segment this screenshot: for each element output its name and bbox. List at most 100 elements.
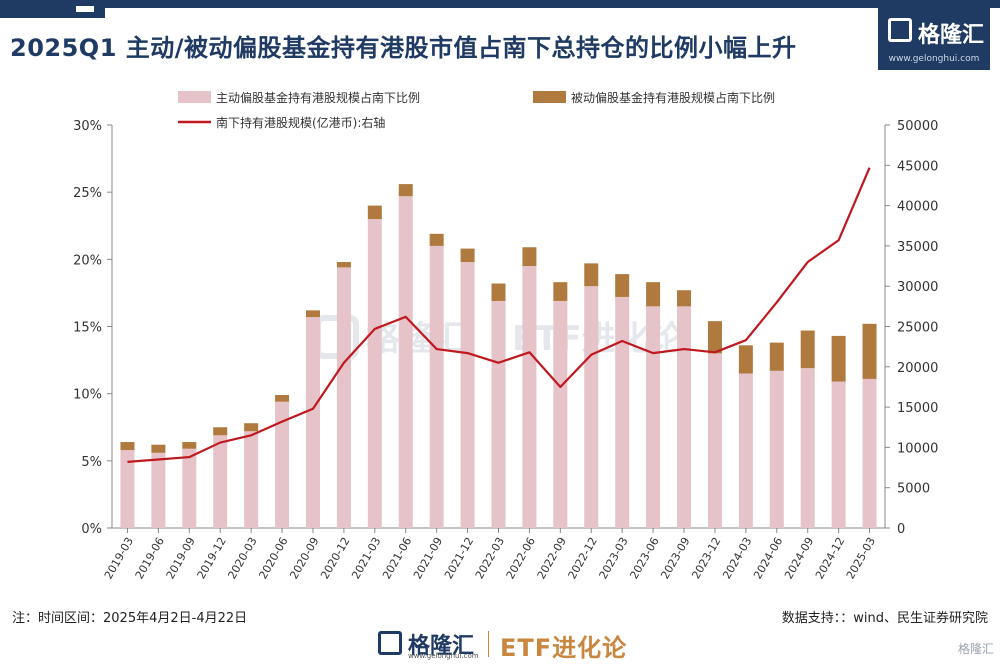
y-right-tick-label: 50000 [897,119,938,134]
bar-active [336,267,351,528]
y-right-tick-label: 40000 [897,200,938,215]
bar-passive [336,262,351,268]
x-tick-label: 2023-09 [658,535,692,581]
brand-g-icon [888,18,912,42]
legend-label-passive: 被动偏股基金持有港股规模占南下比例 [571,90,775,105]
x-tick-label: 2020-06 [256,535,290,581]
bottom-etf-text: ETF进化论 [500,634,628,662]
bar-passive [398,184,413,197]
bar-active [491,300,506,528]
bar-active [367,219,382,529]
bar-passive [738,345,753,374]
x-tick-label: 2021-03 [349,535,383,581]
x-tick-label: 2023-12 [689,535,723,581]
bar-passive [120,442,135,451]
bar-passive [522,247,537,267]
y-left-tick-label: 5% [81,455,102,470]
bar-passive [553,282,568,301]
bar-active [460,262,475,528]
brand-name: 格隆汇 [918,23,985,48]
bar-passive [460,248,475,263]
x-tick-label: 2022-09 [535,535,569,581]
x-tick-label: 2019-12 [195,535,229,581]
legend-label-active: 主动偏股基金持有港股规模占南下比例 [216,90,420,105]
x-tick-label: 2019-03 [102,535,136,581]
bar-passive [769,342,784,371]
footer-source: 数据支持：：wind、民生证券研究院 [781,611,988,626]
y-right-tick-label: 30000 [897,280,938,295]
legend-label-line: 南下持有港股规模(亿港币):右轴 [216,115,385,130]
x-tick-label: 2021-12 [442,535,476,581]
legend: 主动偏股基金持有港股规模占南下比例 被动偏股基金持有港股规模占南下比例南下持有港股… [178,90,775,130]
bar-passive [429,233,444,246]
line-series [127,167,871,464]
bar-passive [151,444,166,453]
bar-passive [213,427,228,436]
y-right-tick-label: 35000 [897,240,938,255]
bar-passive [244,423,259,432]
chart-area: 格隆汇 ETF进化论 主动偏股基金持有港股规模占南下比例被动偏股基金持有港股规模… [73,90,938,581]
y-left-tick-label: 30% [73,119,102,134]
x-tick-label: 2021-06 [380,535,414,581]
x-tick-label: 2019-06 [133,535,167,581]
bar-active [213,435,228,528]
bottom-g-icon [378,631,402,655]
y-right-tick-label: 5000 [897,482,930,497]
x-tick-label: 2023-03 [597,535,631,581]
corner-watermark: 格隆汇 [957,642,994,656]
bar-passive [275,395,290,402]
bar-active [275,401,290,528]
y-right-tick-label: 15000 [897,401,938,416]
y-left-tick-label: 10% [73,388,102,403]
y-right-tick-label: 0 [897,522,905,537]
bar-passive [677,290,692,307]
y-right-tick-label: 45000 [897,159,938,174]
bar-active [831,381,846,528]
bar-active [646,306,661,528]
y-left-tick-label: 25% [73,186,102,201]
x-tick-label: 2022-06 [504,535,538,581]
bar-active [398,196,413,529]
legend-swatch-active [178,91,211,103]
x-tick-label: 2020-09 [287,535,321,581]
x-tick-label: 2024-12 [813,535,847,581]
bottom-brand-name: 格隆汇 [408,634,475,659]
corner-decoration [0,0,105,18]
bar-active [738,373,753,528]
bar-passive [584,263,599,287]
bar-active [584,286,599,528]
legend-swatch-passive [533,91,566,103]
bar-passive [491,283,506,301]
x-tick-label: 2024-06 [751,535,785,581]
x-tick-label: 2024-03 [720,535,754,581]
x-tick-label: 2024-09 [782,535,816,581]
bar-active [769,370,784,528]
bottom-separator [488,631,489,657]
bar-active [182,448,197,528]
bar-active [305,317,320,528]
x-tick-label: 2023-06 [627,535,661,581]
bar-passive [367,205,382,220]
y-right-tick-label: 10000 [897,441,938,456]
y-left-tick-label: 15% [73,321,102,336]
brand-logo: 格隆汇 www.gelonghui.com [878,6,990,70]
x-tick-label: 2025-03 [844,535,878,581]
x-tick-label: 2020-12 [318,535,352,581]
y-left-tick-label: 20% [73,253,102,268]
footer-note: 注：时间区间：2025年4月2日-4月22日 [12,611,248,626]
bar-passive [305,310,320,318]
bar-active [151,452,166,528]
bar-passive [862,323,877,379]
bar-active [553,300,568,528]
bar-active [677,306,692,528]
bar-passive [646,282,661,307]
y-right-tick-label: 25000 [897,321,938,336]
bar-passive [800,330,815,369]
x-tick-label: 2022-03 [473,535,507,581]
x-tick-label: 2020-03 [225,535,259,581]
bar-active [707,353,722,528]
y-right-tick-label: 20000 [897,361,938,376]
chart-title: 2025Q1 主动/被动偏股基金持有港股市值占南下总持仓的比例小幅上升 [10,34,797,62]
y-left-tick-label: 0% [81,522,102,537]
bar-passive [182,442,197,449]
